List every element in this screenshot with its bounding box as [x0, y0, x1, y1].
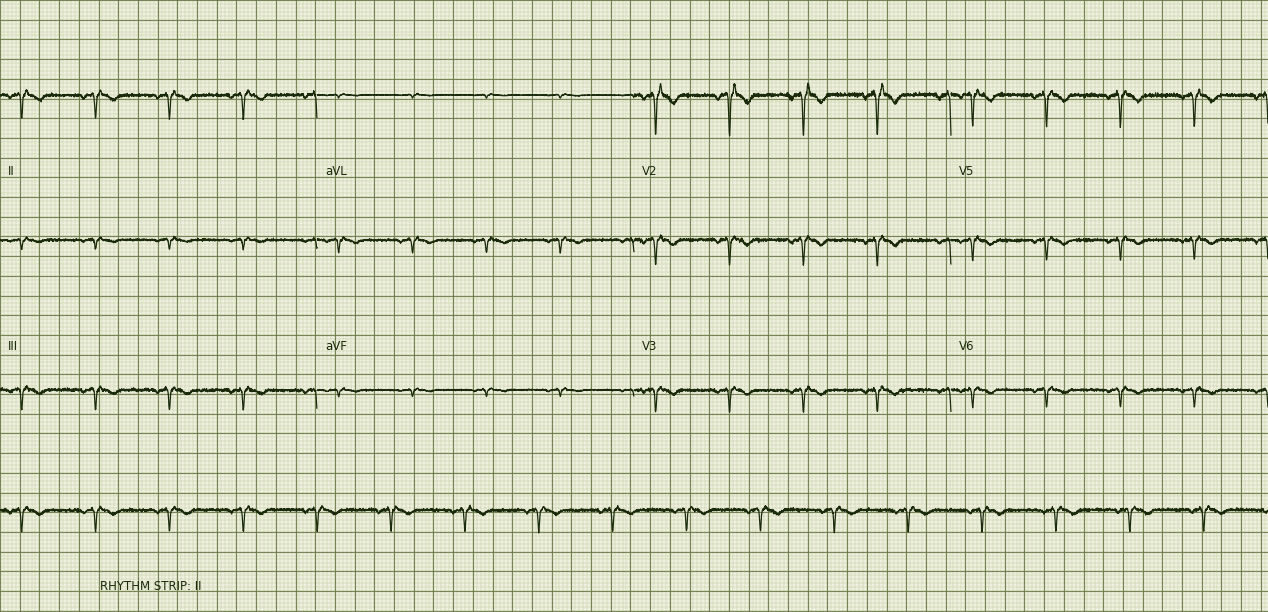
Text: RHYTHM STRIP: II: RHYTHM STRIP: II — [100, 580, 202, 593]
Text: V3: V3 — [642, 340, 657, 353]
Text: II: II — [8, 165, 15, 178]
Text: V5: V5 — [959, 165, 974, 178]
Text: V6: V6 — [959, 340, 975, 353]
Text: aVF: aVF — [325, 340, 347, 353]
Text: aVL: aVL — [325, 165, 346, 178]
Text: III: III — [8, 340, 18, 353]
Text: V2: V2 — [642, 165, 658, 178]
